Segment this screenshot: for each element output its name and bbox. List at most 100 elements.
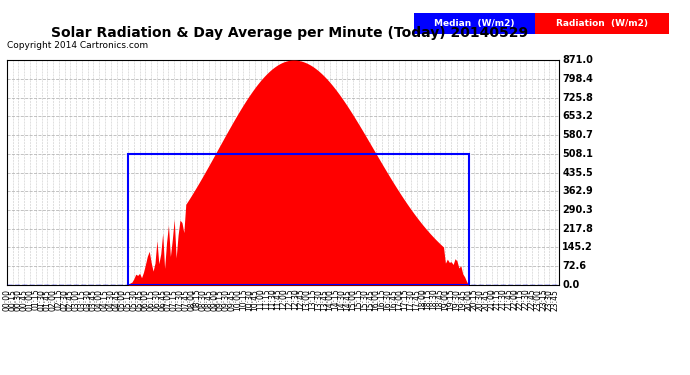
Text: 16:30: 16:30 — [383, 289, 392, 310]
Text: 00:15: 00:15 — [8, 289, 17, 310]
Text: Radiation  (W/m2): Radiation (W/m2) — [556, 19, 648, 28]
Text: 03:00: 03:00 — [72, 289, 81, 311]
Text: 00:30: 00:30 — [14, 289, 23, 311]
Text: 03:45: 03:45 — [89, 289, 98, 311]
Text: 09:00: 09:00 — [210, 289, 219, 311]
Text: 08:45: 08:45 — [204, 289, 213, 310]
Text: 18:00: 18:00 — [418, 289, 427, 310]
Text: 02:00: 02:00 — [48, 289, 57, 310]
Text: Solar Radiation & Day Average per Minute (Today) 20140529: Solar Radiation & Day Average per Minute… — [51, 26, 529, 40]
Text: 04:15: 04:15 — [101, 289, 110, 310]
Text: 508.1: 508.1 — [562, 149, 593, 159]
Text: 09:45: 09:45 — [228, 289, 237, 311]
Text: 02:30: 02:30 — [60, 289, 69, 310]
Text: 04:30: 04:30 — [106, 289, 115, 311]
Text: Median  (W/m2): Median (W/m2) — [434, 19, 515, 28]
Text: 17:30: 17:30 — [406, 289, 415, 310]
Text: 01:45: 01:45 — [43, 289, 52, 310]
Text: 290.3: 290.3 — [562, 205, 593, 215]
Text: 23:30: 23:30 — [545, 289, 554, 310]
Text: 22:15: 22:15 — [516, 289, 525, 310]
Text: 20:00: 20:00 — [464, 289, 473, 310]
Text: 13:15: 13:15 — [308, 289, 317, 310]
Text: 04:45: 04:45 — [112, 289, 121, 311]
Text: 11:15: 11:15 — [262, 289, 271, 310]
Text: Copyright 2014 Cartronics.com: Copyright 2014 Cartronics.com — [7, 41, 148, 50]
Text: 13:30: 13:30 — [314, 289, 323, 310]
Text: 11:45: 11:45 — [274, 289, 283, 310]
Text: 21:00: 21:00 — [487, 289, 496, 310]
Text: 10:30: 10:30 — [245, 289, 254, 310]
Text: 16:45: 16:45 — [389, 289, 398, 310]
Text: 06:30: 06:30 — [152, 289, 161, 311]
Text: 07:15: 07:15 — [170, 289, 179, 310]
Text: 145.2: 145.2 — [562, 243, 593, 252]
Text: 01:15: 01:15 — [31, 289, 40, 310]
Text: 05:45: 05:45 — [135, 289, 144, 311]
Text: 18:15: 18:15 — [424, 289, 433, 310]
Text: 17:15: 17:15 — [400, 289, 410, 310]
Text: 14:30: 14:30 — [337, 289, 346, 310]
Text: 20:15: 20:15 — [470, 289, 479, 310]
Text: 19:15: 19:15 — [446, 289, 455, 310]
Text: 17:00: 17:00 — [395, 289, 404, 310]
Text: 19:30: 19:30 — [453, 289, 462, 310]
Text: 07:00: 07:00 — [164, 289, 173, 311]
Text: 15:15: 15:15 — [355, 289, 364, 310]
Text: 10:00: 10:00 — [233, 289, 242, 310]
Text: 09:30: 09:30 — [221, 289, 230, 311]
Text: 06:45: 06:45 — [158, 289, 167, 311]
Text: 12:15: 12:15 — [285, 289, 294, 310]
Text: 10:45: 10:45 — [250, 289, 259, 310]
Text: 23:45: 23:45 — [551, 289, 560, 310]
Text: 09:15: 09:15 — [216, 289, 225, 310]
Text: 11:30: 11:30 — [268, 289, 277, 310]
Text: 11:00: 11:00 — [256, 289, 265, 310]
Text: 653.2: 653.2 — [562, 111, 593, 121]
Text: 20:30: 20:30 — [475, 289, 484, 310]
Text: 04:00: 04:00 — [95, 289, 103, 311]
Text: 02:45: 02:45 — [66, 289, 75, 310]
Text: 05:15: 05:15 — [124, 289, 132, 310]
Text: 23:00: 23:00 — [533, 289, 542, 310]
Text: 871.0: 871.0 — [562, 55, 593, 65]
Text: 06:15: 06:15 — [147, 289, 156, 310]
Text: 435.5: 435.5 — [562, 168, 593, 177]
Text: 580.7: 580.7 — [562, 130, 593, 140]
Text: 19:45: 19:45 — [458, 289, 467, 310]
Text: 08:30: 08:30 — [199, 289, 208, 310]
Text: 01:30: 01:30 — [37, 289, 46, 310]
Text: 00:00: 00:00 — [2, 289, 12, 311]
Text: 21:15: 21:15 — [493, 289, 502, 310]
Text: 02:15: 02:15 — [55, 289, 63, 310]
Text: 03:15: 03:15 — [77, 289, 86, 310]
Text: 14:00: 14:00 — [326, 289, 335, 310]
Text: 12:00: 12:00 — [279, 289, 288, 310]
Text: 362.9: 362.9 — [562, 186, 593, 196]
Text: 22:45: 22:45 — [527, 289, 536, 310]
Text: 12:45: 12:45 — [297, 289, 306, 310]
Text: 06:00: 06:00 — [141, 289, 150, 311]
Text: 10:15: 10:15 — [239, 289, 248, 310]
Text: 16:15: 16:15 — [377, 289, 386, 310]
Text: 01:00: 01:00 — [26, 289, 34, 310]
Text: 20:45: 20:45 — [482, 289, 491, 310]
Text: 21:30: 21:30 — [499, 289, 508, 310]
Bar — [128, 154, 469, 285]
Text: 05:00: 05:00 — [118, 289, 127, 311]
Text: 07:45: 07:45 — [181, 289, 190, 311]
Text: 03:30: 03:30 — [83, 289, 92, 311]
Text: 23:15: 23:15 — [539, 289, 548, 310]
Text: 08:00: 08:00 — [187, 289, 196, 310]
Text: 725.8: 725.8 — [562, 93, 593, 102]
Text: 08:15: 08:15 — [193, 289, 201, 310]
Text: 07:30: 07:30 — [175, 289, 184, 311]
Text: 19:00: 19:00 — [441, 289, 450, 310]
Text: 15:45: 15:45 — [366, 289, 375, 310]
Text: 14:15: 14:15 — [331, 289, 340, 310]
Text: 12:30: 12:30 — [291, 289, 300, 310]
Text: 15:30: 15:30 — [360, 289, 369, 310]
Text: 17:45: 17:45 — [412, 289, 421, 310]
Text: 18:30: 18:30 — [429, 289, 438, 310]
Text: 00:45: 00:45 — [20, 289, 29, 311]
